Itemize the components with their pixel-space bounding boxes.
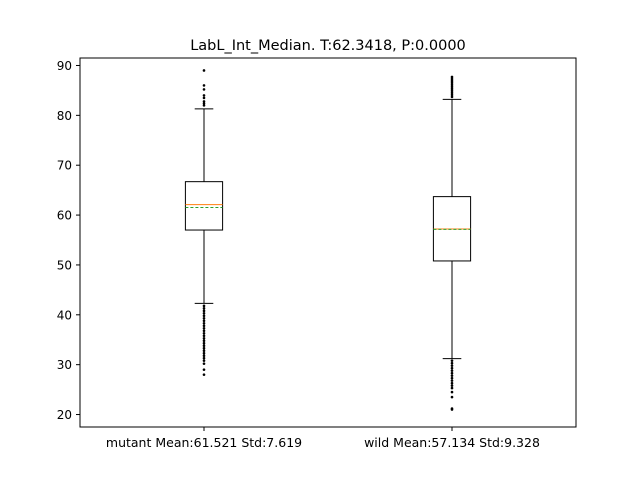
outlier-point xyxy=(202,314,206,318)
outlier-point xyxy=(202,351,206,355)
outlier-point xyxy=(202,368,206,371)
outlier-point xyxy=(450,376,454,380)
outlier-point xyxy=(450,79,454,83)
outlier-point xyxy=(202,329,206,333)
outlier-point xyxy=(450,390,454,394)
y-tick-label: 80 xyxy=(57,109,72,123)
outlier-point xyxy=(202,341,206,345)
outlier-point xyxy=(202,100,206,103)
outlier-point xyxy=(202,319,206,323)
y-tick-label: 60 xyxy=(57,209,72,223)
y-tick-label: 90 xyxy=(57,59,72,73)
outlier-point xyxy=(202,96,206,100)
plot-area xyxy=(79,57,577,428)
outlier-point xyxy=(202,359,206,362)
outlier-point xyxy=(450,374,454,377)
outlier-point xyxy=(450,93,454,97)
outlier-point xyxy=(202,69,206,72)
outlier-point xyxy=(450,395,454,399)
outlier-point xyxy=(450,75,454,79)
outlier-point xyxy=(450,381,454,385)
outlier-point xyxy=(450,89,454,93)
outlier-point xyxy=(450,386,454,390)
outlier-point xyxy=(202,104,206,107)
outlier-point xyxy=(202,304,206,308)
outlier-point xyxy=(450,369,454,372)
outlier-point xyxy=(450,95,454,99)
outlier-point xyxy=(202,102,206,105)
outlier-point xyxy=(202,354,206,357)
y-tick-label: 70 xyxy=(57,159,72,173)
plot-frame xyxy=(79,57,577,428)
boxes xyxy=(184,69,472,411)
outlier-point xyxy=(202,362,206,365)
y-tick-label: 50 xyxy=(57,258,72,272)
outlier-point xyxy=(450,87,454,91)
outlier-point xyxy=(450,384,454,387)
x-tick-label: wild Mean:57.134 Std:9.328 xyxy=(364,435,540,450)
outlier-point xyxy=(202,312,206,315)
outlier-point xyxy=(202,307,206,310)
outlier-point xyxy=(202,309,206,313)
iqr-box xyxy=(184,181,224,231)
chart-title: LabL_Int_Median. T:62.3418, P:0.0000 xyxy=(190,38,466,54)
outlier-point xyxy=(450,407,454,410)
outlier-point xyxy=(202,349,206,353)
box-group-mutant xyxy=(184,69,224,376)
outlier-point xyxy=(202,316,206,320)
outlier-point xyxy=(202,344,206,348)
outlier-point xyxy=(202,326,206,330)
outlier-point xyxy=(450,371,454,375)
outlier-point xyxy=(450,83,454,87)
outlier-point xyxy=(450,361,454,365)
outlier-point xyxy=(450,91,454,95)
outlier-point xyxy=(450,364,454,367)
outlier-point xyxy=(450,85,454,89)
outlier-point xyxy=(202,94,206,97)
outlier-point xyxy=(202,356,206,360)
outlier-point xyxy=(450,379,454,382)
outlier-point xyxy=(202,334,206,338)
outlier-point xyxy=(202,324,206,328)
outlier-point xyxy=(202,331,206,335)
outlier-point xyxy=(202,339,206,343)
outlier-point xyxy=(202,88,206,91)
outlier-point xyxy=(450,359,454,362)
y-tick-label: 30 xyxy=(57,358,72,372)
outlier-point xyxy=(450,366,454,370)
box-group-wild xyxy=(432,75,472,411)
x-tick-label: mutant Mean:61.521 Std:7.619 xyxy=(106,435,302,450)
outlier-point xyxy=(202,84,206,87)
outlier-point xyxy=(202,321,206,325)
outlier-point xyxy=(202,336,206,340)
x-axis: mutant Mean:61.521 Std:7.619 wild Mean:57… xyxy=(106,427,540,450)
outlier-point xyxy=(450,81,454,85)
outlier-point xyxy=(202,373,206,376)
outlier-point xyxy=(450,77,454,81)
y-axis: 20 30 40 50 60 70 80 90 xyxy=(57,59,80,422)
outlier-point xyxy=(202,346,206,350)
y-tick-label: 40 xyxy=(57,308,72,322)
y-tick-label: 20 xyxy=(57,408,72,422)
